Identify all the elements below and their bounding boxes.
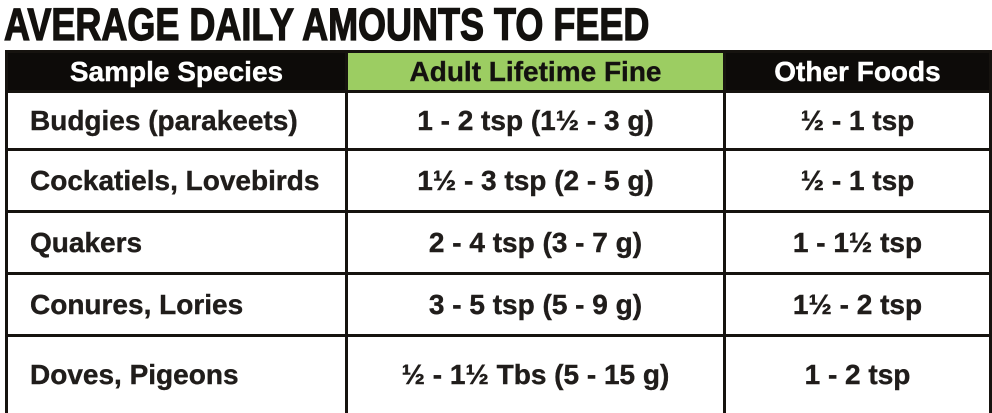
other-foods-cell: ½ - 1 tsp (723, 148, 992, 213)
table-row: Budgies (parakeets) 1 - 2 tsp (1½ - 3 g)… (5, 90, 992, 151)
table-header-row: Sample Species Adult Lifetime Fine Other… (5, 50, 992, 93)
adult-amount-cell: 1 - 2 tsp (1½ - 3 g) (345, 90, 726, 151)
adult-amount-cell: 3 - 5 tsp (5 - 9 g) (345, 272, 726, 337)
table-row: Doves, Pigeons ½ - 1½ Tbs (5 - 15 g) 1 -… (5, 334, 992, 413)
header-other-foods: Other Foods (723, 50, 992, 93)
other-foods-cell: ½ - 1 tsp (723, 90, 992, 151)
species-cell: Conures, Lories (5, 272, 348, 337)
feed-amounts-table: Sample Species Adult Lifetime Fine Other… (5, 50, 992, 413)
table-row: Quakers 2 - 4 tsp (3 - 7 g) 1 - 1½ tsp (5, 210, 992, 275)
other-foods-cell: 1 - 1½ tsp (723, 210, 992, 275)
table-row: Cockatiels, Lovebirds 1½ - 3 tsp (2 - 5 … (5, 148, 992, 213)
other-foods-cell: 1½ - 2 tsp (723, 272, 992, 337)
adult-amount-cell: 1½ - 3 tsp (2 - 5 g) (345, 148, 726, 213)
species-cell: Doves, Pigeons (5, 334, 348, 413)
other-foods-cell: 1 - 2 tsp (723, 334, 992, 413)
species-cell: Budgies (parakeets) (5, 90, 348, 151)
species-cell: Quakers (5, 210, 348, 275)
species-cell: Cockatiels, Lovebirds (5, 148, 348, 213)
page-title: AVERAGE DAILY AMOUNTS TO FEED (3, 0, 650, 50)
header-adult-lifetime-fine: Adult Lifetime Fine (345, 50, 726, 93)
header-sample-species: Sample Species (5, 50, 348, 93)
adult-amount-cell: ½ - 1½ Tbs (5 - 15 g) (345, 334, 726, 413)
table-row: Conures, Lories 3 - 5 tsp (5 - 9 g) 1½ -… (5, 272, 992, 337)
adult-amount-cell: 2 - 4 tsp (3 - 7 g) (345, 210, 726, 275)
